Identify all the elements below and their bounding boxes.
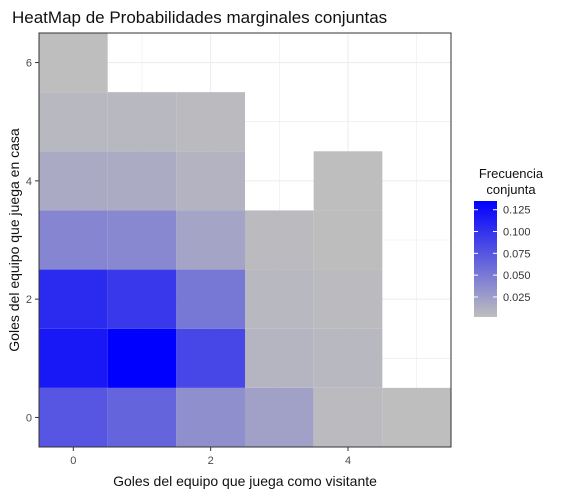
heatmap-cell <box>39 151 108 211</box>
legend: Frecuencia conjunta 0.125 0.100 0.075 0.050… <box>474 166 544 317</box>
y-tick-label: 4 <box>26 176 32 188</box>
heatmap-cell <box>39 269 108 329</box>
heatmap-cell <box>245 328 314 388</box>
heatmap-cell <box>176 328 245 388</box>
heatmap-cell <box>313 387 383 447</box>
heatmap-cell <box>176 151 245 211</box>
legend-tick-label: 0.050 <box>503 270 531 282</box>
x-tick-label: 0 <box>70 455 76 467</box>
heatmap-cell <box>39 387 108 447</box>
chart-title: HeatMap de Probabilidades marginales con… <box>12 8 387 27</box>
heatmap-cell <box>176 387 245 447</box>
heatmap-cell <box>313 269 383 329</box>
y-tick-label: 2 <box>26 294 32 306</box>
legend-tick-label: 0.100 <box>503 227 531 239</box>
heatmap-cell <box>313 151 383 211</box>
heatmap-cell <box>245 269 314 329</box>
heatmap-cell <box>107 387 177 447</box>
y-tick-label: 0 <box>26 412 32 424</box>
x-tick-label: 2 <box>208 455 214 467</box>
heatmap-cell <box>176 92 245 152</box>
legend-title-line1: Frecuencia <box>479 166 544 181</box>
heatmap-cell <box>107 328 177 388</box>
legend-tick-label: 0.075 <box>503 248 531 260</box>
legend-colorbar <box>474 201 497 317</box>
heatmap-cells <box>39 33 451 447</box>
x-tick-label: 4 <box>345 455 351 467</box>
heatmap-cell <box>107 269 177 329</box>
plot-border <box>38 32 452 448</box>
heatmap-cell <box>313 210 383 270</box>
legend-tick-label: 0.125 <box>503 205 531 217</box>
heatmap-cell <box>176 210 245 270</box>
heatmap-cell <box>176 269 245 329</box>
y-tick-label: 6 <box>26 58 32 70</box>
heatmap-cell <box>39 33 108 93</box>
heatmap-cell <box>382 387 451 447</box>
legend-tick-label: 0.025 <box>503 292 531 304</box>
heatmap-cell <box>245 387 314 447</box>
heatmap-cell <box>39 328 108 388</box>
y-axis-title: Goles del equipo que juega en casa <box>6 128 22 352</box>
heatmap-cell <box>107 92 177 152</box>
axis-ticks: 0 2 4 0 2 4 6 <box>26 58 351 467</box>
heatmap-cell <box>39 92 108 152</box>
heatmap-cell <box>245 210 314 270</box>
heatmap-cell <box>313 328 383 388</box>
heatmap-cell <box>39 210 108 270</box>
legend-ticks: 0.125 0.100 0.075 0.050 0.025 <box>474 205 531 304</box>
x-axis-title: Goles del equipo que juega como visitant… <box>113 473 377 489</box>
heatmap-cell <box>107 151 177 211</box>
heatmap-cell <box>107 210 177 270</box>
legend-title-line2: conjunta <box>486 182 536 197</box>
